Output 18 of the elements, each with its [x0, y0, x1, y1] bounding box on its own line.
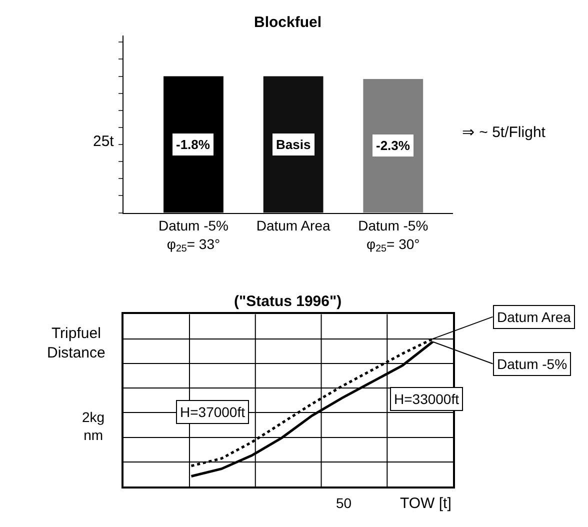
chart-title: Blockfuel — [254, 14, 322, 31]
chart-title: ("Status 1996") — [234, 293, 342, 310]
x-tick-label: Datum -5% φ$_{25}$= 30° — [358, 218, 428, 255]
text: ⇒ ~ 5t/Flight — [462, 124, 546, 141]
annotation: -1.8% — [176, 137, 210, 152]
text: Datum Area — [497, 309, 572, 325]
text: 2kg nm — [82, 409, 105, 444]
x-tick-label: Datum Area — [256, 218, 330, 234]
annotation: H=37000ft — [180, 404, 246, 420]
annotation: -2.3% — [376, 138, 410, 153]
y-axis-title: Tripfuel Distance — [47, 325, 106, 362]
text: 25t — [93, 133, 115, 150]
x-axis-title: TOW [t] — [400, 495, 452, 512]
annotation: H=33000ft — [394, 391, 460, 407]
text: Datum -5% — [497, 356, 568, 372]
annotation: Basis — [276, 137, 311, 152]
text: 50 — [336, 495, 352, 511]
x-tick-label: Datum -5% φ$_{25}$= 33° — [158, 218, 228, 255]
